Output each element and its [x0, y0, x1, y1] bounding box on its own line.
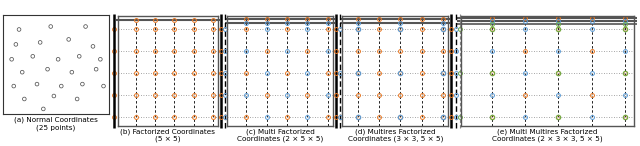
Point: [19, 98, 29, 100]
X-axis label: (c) Multi Factorized
Coordinates (2 × 5 × 5): (c) Multi Factorized Coordinates (2 × 5 …: [237, 128, 323, 142]
Point: [77, 83, 88, 85]
Point: [63, 38, 74, 41]
Point: [28, 55, 38, 58]
Point: [88, 45, 98, 48]
Point: [9, 85, 19, 87]
Point: [72, 98, 82, 100]
X-axis label: (d) Multires Factorized
Coordinates (3 × 3, 5 × 5): (d) Multires Factorized Coordinates (3 ×…: [348, 128, 443, 142]
Point: [17, 71, 28, 73]
Point: [38, 108, 49, 110]
X-axis label: (e) Multi Multires Factorized
Coordinates (2 × 3 × 3, 5 × 5): (e) Multi Multires Factorized Coordinate…: [492, 128, 602, 142]
Point: [11, 43, 21, 46]
Point: [35, 41, 45, 44]
Point: [6, 58, 17, 60]
Point: [42, 68, 52, 70]
X-axis label: (b) Factorized Coordinates
(5 × 5): (b) Factorized Coordinates (5 × 5): [120, 128, 216, 142]
Point: [91, 68, 101, 70]
Point: [81, 25, 91, 28]
Point: [95, 58, 106, 60]
Point: [49, 95, 59, 97]
Point: [99, 85, 109, 87]
Point: [14, 28, 24, 31]
Point: [67, 71, 77, 73]
X-axis label: (a) Normal Coordinates
(25 points): (a) Normal Coordinates (25 points): [14, 117, 98, 131]
Point: [53, 58, 63, 60]
Point: [56, 85, 67, 87]
Point: [32, 83, 42, 85]
Point: [74, 55, 84, 58]
Point: [45, 25, 56, 28]
